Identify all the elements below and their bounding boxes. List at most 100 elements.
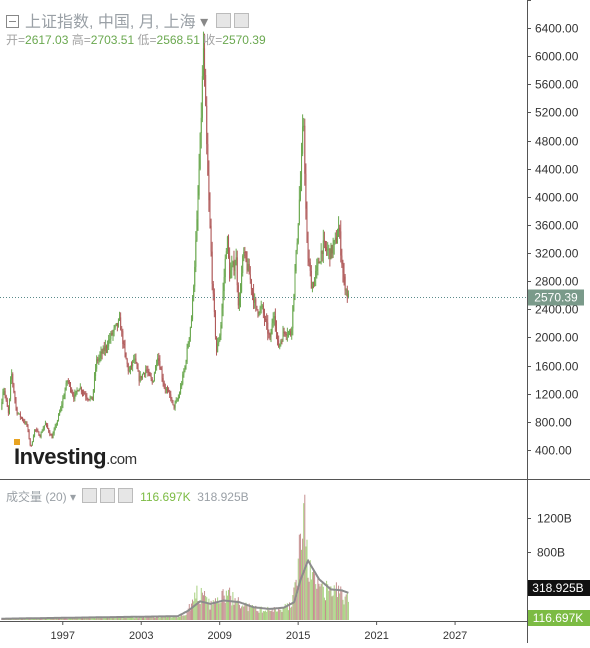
candle-body [187,343,189,348]
price-tick-label: 4400.00 [535,163,579,177]
candle-body [293,294,295,306]
volume-bar [123,616,125,620]
collapse-icon[interactable] [6,15,19,29]
investing-logo: Investing.com [14,439,137,470]
candle-body [23,420,25,422]
volume-bar [281,611,283,620]
candle-body [235,257,237,266]
volume-bar [84,617,86,620]
volume-bar [141,617,143,620]
volume-bar [80,617,82,620]
volume-bar [181,614,183,620]
volume-bar [91,617,93,620]
candle-body [315,270,317,279]
candle-body [310,270,312,289]
close-icon[interactable] [233,13,249,29]
volume-bar [232,592,234,620]
volume-bar [233,604,235,620]
volume-bar [206,597,208,620]
low-label: 低= [137,33,157,47]
volume-bar [316,588,318,620]
volume-bar [61,618,63,620]
volume-bar [107,617,109,620]
candle-body [135,358,137,363]
candle-body [165,389,167,391]
volume-bar [298,534,300,620]
candle-body [228,237,230,256]
volume-bar [318,583,320,620]
candle-body [224,258,226,278]
volume-bar [151,616,153,620]
price-tick-label: 2400.00 [535,303,579,317]
candle-body [10,379,12,399]
candle-body [259,307,261,314]
dropdown-icon[interactable]: ▾ [200,14,209,31]
volume-bar [217,597,219,620]
candle-body [321,250,323,254]
volume-bar [43,618,45,620]
candle-body [204,48,206,75]
volume-settings-icon[interactable] [100,488,116,504]
candle-body [226,237,228,252]
candle-body [7,406,9,413]
candle-body [17,413,19,415]
volume-bar [74,618,76,620]
candle-body [294,271,296,295]
volume-bar [219,603,221,620]
candle-body [68,381,70,384]
candle-body [87,398,89,400]
candle-body [213,293,215,313]
volume-bar [284,603,286,620]
candle-body [83,392,85,394]
candle-body [62,398,64,405]
volume-eye-icon[interactable] [82,488,98,504]
volume-bar [319,586,321,620]
volume-legend: 成交量 (20) ▾ 116.697K 318.925B [6,488,249,505]
volume-bar [340,586,342,620]
candle-body [111,333,113,335]
volume-bar [105,617,107,620]
candle-body [329,248,331,260]
volume-bar [144,618,146,620]
volume-bar [315,584,317,620]
volume-bar [164,616,166,620]
volume-bar [228,589,230,620]
volume-bar [347,601,349,620]
volume-bar [263,611,265,620]
volume-bar [46,618,48,620]
candle-body [330,245,332,260]
candle-body [124,344,126,353]
candle-body [149,372,151,377]
candle-body [136,362,138,369]
candle-body [158,358,160,361]
volume-bar [296,585,298,620]
volume-bar [116,616,118,620]
candle-body [16,407,18,414]
chart-title: 上证指数, 中国, 月, 上海 [25,14,196,31]
candle-body [193,286,195,298]
candle-body [180,386,182,394]
candle-body [146,369,148,371]
candle-body [22,417,24,421]
candle-body [282,331,284,342]
volume-bar [341,590,343,620]
settings-icon[interactable] [215,13,231,29]
candle-body [56,420,58,425]
volume-bar [120,618,122,620]
volume-last-badge [528,610,590,626]
candle-body [19,413,21,418]
volume-bar [139,617,141,620]
volume-dropdown-icon[interactable]: ▾ [70,490,77,504]
candle-body [345,289,347,291]
candle-body [89,397,91,400]
volume-close-icon[interactable] [118,488,134,504]
candle-body [1,402,3,410]
candle-body [328,248,330,250]
volume-bar [76,617,78,620]
volume-bar [81,617,83,620]
time-tick-label: 1997 [51,630,75,642]
volume-bar [103,617,105,620]
volume-bar [180,616,182,620]
